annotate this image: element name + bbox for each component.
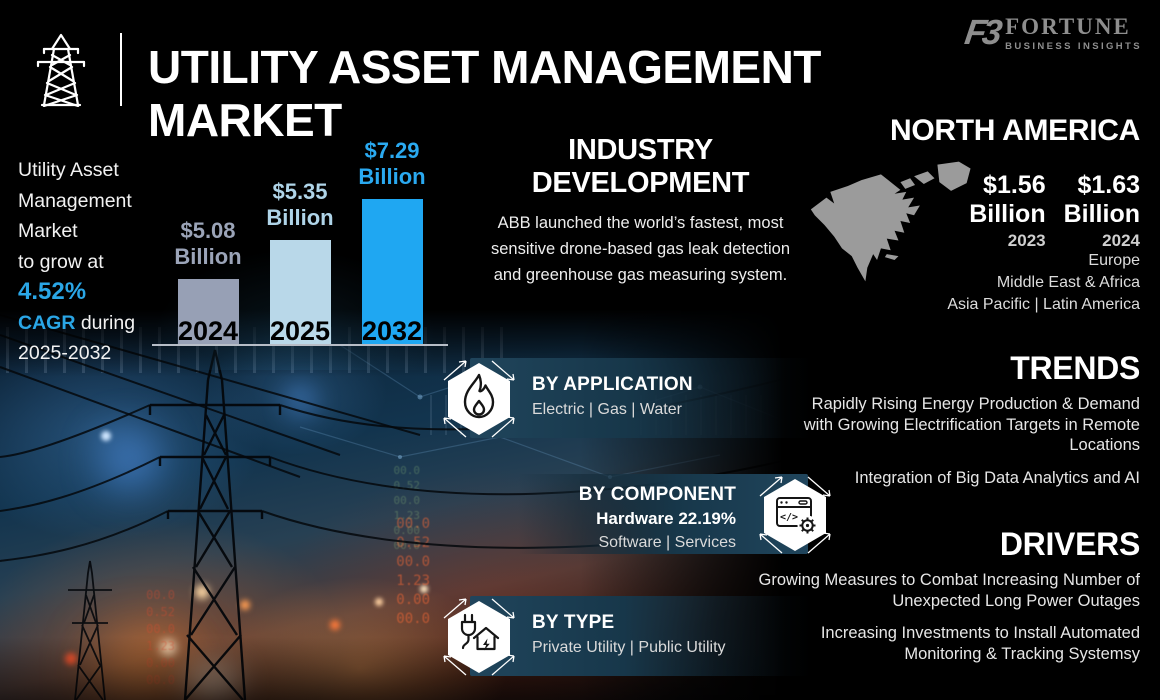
bar-value-label: $5.08 Billion (174, 218, 241, 270)
intro-text: Utility Asset Management Market to grow … (18, 155, 168, 369)
brand-name: FORTUNE (1005, 14, 1131, 39)
industry-title-line1: INDUSTRY (568, 134, 713, 166)
segment-detail: Electric | Gas | Water (532, 401, 682, 418)
bar-group-2025: $5.35 Billion 2025 (266, 179, 333, 346)
stat-value: $1.56 (983, 171, 1046, 199)
region-list: Europe Middle East & Africa Asia Pacific… (947, 250, 1140, 316)
drivers-item: Growing Measures to Combat Increasing Nu… (758, 571, 1141, 610)
market-size-bar-chart: $5.08 Billion 2024 $5.35 Billion 2025 $7 (152, 138, 448, 346)
brand-tagline: BUSINESS INSIGHTS (1005, 41, 1142, 52)
stat-value: $1.63 (1077, 171, 1140, 199)
segment-highlight: Hardware 22.19% (596, 509, 736, 528)
plug-house-icon (434, 592, 524, 682)
trends-item: Integration of Big Data Analytics and AI (854, 468, 1140, 487)
bar-2024: 2024 (177, 279, 239, 346)
industry-development-title: INDUSTRY DEVELOPMENT (468, 134, 813, 200)
bar-year-label: 2025 (269, 316, 331, 346)
during-text: during (75, 311, 136, 334)
bar-value-unit: Billion (174, 244, 242, 269)
segment-band (470, 358, 812, 438)
bar-value-amount: $7.29 (364, 138, 420, 163)
chart-baseline (152, 344, 448, 346)
segment-text: BY TYPE Private Utility | Public Utility (470, 596, 812, 657)
intro-line: to grow at (18, 250, 104, 273)
page-title-line2: MARKET (148, 93, 342, 146)
fortune-business-insights-logo: F3 FORTUNE BUSINESS INSIGHTS (962, 13, 1142, 52)
segment-band (470, 596, 812, 676)
bokeh-light (375, 598, 383, 606)
trends-section: TRENDS Rapidly Rising Energy Production … (780, 350, 1141, 500)
cagr-label: CAGR (18, 311, 76, 334)
forecast-period: 2025-2032 (18, 342, 112, 364)
page-title: UTILITY ASSET MANAGEMENT MARKET (148, 41, 821, 147)
title-divider (120, 33, 122, 106)
north-america-stats: $1.56 Billion 2023 $1.63 Billion 2024 (969, 171, 1140, 251)
stat-unit: Billion (1063, 200, 1140, 228)
trends-title: TRENDS (1010, 350, 1140, 386)
trends-item: Rapidly Rising Energy Production & Deman… (803, 395, 1140, 454)
segment-band (518, 474, 808, 554)
industry-title-line2: DEVELOPMENT (531, 167, 750, 199)
bar-group-2024: $5.08 Billion 2024 (174, 218, 241, 346)
segment-text: BY APPLICATION Electric | Gas | Water (470, 358, 812, 419)
stat-unit: Billion (969, 200, 1046, 228)
drivers-section: DRIVERS Growing Measures to Combat Incre… (745, 526, 1141, 676)
bar-2032: 2032 (361, 199, 423, 346)
bar-year-label: 2024 (177, 316, 239, 346)
drivers-item: Increasing Investments to Install Automa… (820, 624, 1140, 663)
segment-by-application: BY APPLICATION Electric | Gas | Water (443, 358, 812, 438)
region-item: Middle East & Africa (996, 274, 1140, 291)
bar-value-label: $5.35 Billion (266, 179, 333, 231)
region-item: Europe (1088, 252, 1140, 269)
svg-text:</>: </> (780, 512, 798, 523)
intro-line: Utility Asset (18, 159, 119, 181)
bar-value-unit: Billion (358, 164, 426, 189)
flame-icon (434, 354, 524, 444)
region-item: Asia Pacific | Latin America (947, 296, 1140, 313)
segment-text: BY COMPONENT Hardware 22.19% Software | … (518, 474, 808, 552)
segment-title: BY TYPE (532, 612, 615, 633)
industry-development-body: ABB launched the world’s fastest, most s… (490, 214, 791, 284)
segment-detail: Software | Services (598, 534, 736, 551)
bar-value-unit: Billion (266, 205, 334, 230)
segment-detail: Private Utility | Public Utility (532, 639, 726, 656)
stat-year: 2024 (1102, 231, 1140, 250)
bar-group-2032: $7.29 Billion 2032 (358, 138, 425, 346)
intro-line: CAGR during (18, 308, 168, 339)
north-america-title: NORTH AMERICA (890, 114, 1140, 147)
drivers-title: DRIVERS (999, 526, 1140, 562)
page-title-line1: UTILITY ASSET MANAGEMENT (148, 40, 821, 93)
fb-monogram-icon: F3 (962, 13, 1001, 52)
stat-2023: $1.56 Billion 2023 (969, 171, 1045, 251)
stat-2024: $1.63 Billion 2024 (1064, 171, 1140, 251)
bokeh-light (420, 585, 428, 593)
code-window-gear-icon: </> (750, 470, 840, 560)
bar-value-amount: $5.08 (180, 218, 236, 243)
bar-value-amount: $5.35 (272, 179, 328, 204)
north-america-section: NORTH AMERICA $1.56 Billion 2023 $1.63 B… (805, 114, 1140, 319)
bar-group: $5.08 Billion 2024 $5.35 Billion 2025 $7 (152, 138, 448, 346)
segment-title: BY COMPONENT (578, 484, 736, 505)
bar-year-label: 2032 (361, 316, 423, 346)
intro-line: Market (18, 220, 78, 242)
intro-line: Management (18, 189, 132, 212)
blue-flare-core (101, 431, 111, 441)
transmission-tower-icon (36, 33, 86, 107)
bokeh-light (330, 620, 340, 630)
bar-2025: 2025 (269, 240, 331, 346)
stat-year: 2023 (1007, 231, 1046, 250)
bokeh-light (240, 600, 250, 610)
bar-value-label: $7.29 Billion (358, 138, 425, 190)
segment-by-type: BY TYPE Private Utility | Public Utility (443, 596, 812, 676)
north-america-map (810, 161, 971, 282)
cagr-rate-value: 4.52% (18, 278, 87, 305)
segment-by-component: </> BY COMPONENT Hardware 22.19% Softwar… (518, 474, 831, 554)
industry-development-section: INDUSTRY DEVELOPMENT ABB launched the wo… (468, 134, 813, 288)
segment-title: BY APPLICATION (532, 374, 693, 395)
